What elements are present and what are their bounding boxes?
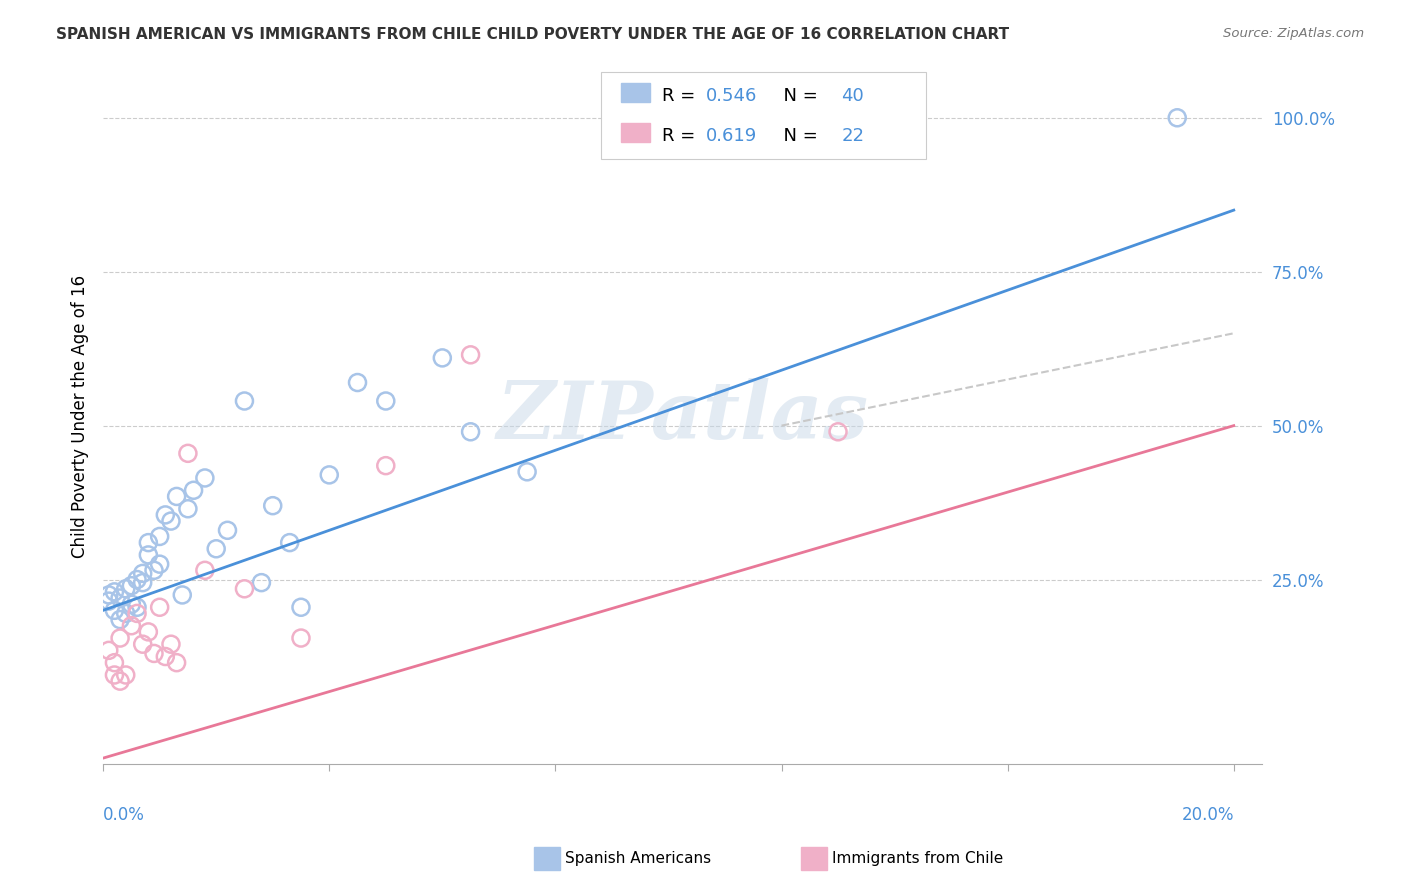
Text: Source: ZipAtlas.com: Source: ZipAtlas.com bbox=[1223, 27, 1364, 40]
Text: R =: R = bbox=[662, 128, 700, 145]
Y-axis label: Child Poverty Under the Age of 16: Child Poverty Under the Age of 16 bbox=[72, 275, 89, 558]
Bar bbox=[621, 123, 650, 143]
Text: Spanish Americans: Spanish Americans bbox=[565, 852, 711, 866]
Point bbox=[120, 618, 142, 632]
Point bbox=[205, 541, 228, 556]
Point bbox=[177, 501, 200, 516]
Point bbox=[166, 490, 188, 504]
Point bbox=[125, 607, 148, 621]
Point bbox=[120, 579, 142, 593]
Point bbox=[143, 647, 166, 661]
Text: 40: 40 bbox=[841, 87, 865, 105]
Point bbox=[103, 668, 125, 682]
Point bbox=[97, 643, 120, 657]
Point bbox=[131, 637, 153, 651]
Text: N =: N = bbox=[772, 87, 824, 105]
Text: 0.619: 0.619 bbox=[706, 128, 756, 145]
Point bbox=[160, 637, 183, 651]
Point bbox=[374, 394, 396, 409]
Point bbox=[138, 624, 160, 639]
Point bbox=[460, 348, 482, 362]
FancyBboxPatch shape bbox=[602, 72, 927, 159]
Point bbox=[194, 471, 217, 485]
Text: Immigrants from Chile: Immigrants from Chile bbox=[832, 852, 1004, 866]
Text: ZIPatlas: ZIPatlas bbox=[496, 377, 869, 455]
Point bbox=[97, 588, 120, 602]
Point bbox=[125, 573, 148, 587]
Point bbox=[250, 575, 273, 590]
Point bbox=[516, 465, 538, 479]
Point bbox=[233, 582, 256, 596]
Text: R =: R = bbox=[662, 87, 700, 105]
Point bbox=[149, 600, 172, 615]
Point bbox=[114, 668, 136, 682]
Point bbox=[1166, 111, 1188, 125]
Point bbox=[138, 535, 160, 549]
Point bbox=[172, 588, 194, 602]
Point bbox=[217, 524, 239, 538]
Text: 0.0%: 0.0% bbox=[103, 806, 145, 824]
Point bbox=[97, 594, 120, 608]
Point bbox=[103, 585, 125, 599]
Point bbox=[149, 529, 172, 543]
Bar bbox=[621, 83, 650, 103]
Point bbox=[318, 467, 340, 482]
Point bbox=[138, 548, 160, 562]
Point bbox=[346, 376, 368, 390]
Point bbox=[160, 514, 183, 528]
Point bbox=[120, 597, 142, 611]
Point bbox=[194, 563, 217, 577]
Point bbox=[290, 631, 312, 645]
Point bbox=[278, 535, 301, 549]
Point bbox=[114, 607, 136, 621]
Point bbox=[103, 603, 125, 617]
Point bbox=[155, 649, 177, 664]
Point bbox=[155, 508, 177, 522]
Point bbox=[108, 613, 131, 627]
Point bbox=[374, 458, 396, 473]
Point bbox=[233, 394, 256, 409]
Text: 22: 22 bbox=[841, 128, 865, 145]
Point bbox=[827, 425, 849, 439]
Point bbox=[183, 483, 205, 498]
Point bbox=[460, 425, 482, 439]
Text: SPANISH AMERICAN VS IMMIGRANTS FROM CHILE CHILD POVERTY UNDER THE AGE OF 16 CORR: SPANISH AMERICAN VS IMMIGRANTS FROM CHIL… bbox=[56, 27, 1010, 42]
Point bbox=[131, 566, 153, 581]
Point bbox=[290, 600, 312, 615]
Point bbox=[125, 600, 148, 615]
Point bbox=[166, 656, 188, 670]
Text: 0.546: 0.546 bbox=[706, 87, 758, 105]
Point bbox=[177, 446, 200, 460]
Point bbox=[108, 631, 131, 645]
Text: N =: N = bbox=[772, 128, 824, 145]
Point bbox=[143, 563, 166, 577]
Point bbox=[262, 499, 284, 513]
Point bbox=[103, 656, 125, 670]
Point bbox=[131, 575, 153, 590]
Point bbox=[108, 591, 131, 605]
Point bbox=[114, 582, 136, 596]
Point bbox=[108, 674, 131, 689]
Text: 20.0%: 20.0% bbox=[1181, 806, 1234, 824]
Point bbox=[149, 557, 172, 571]
Point bbox=[432, 351, 454, 365]
